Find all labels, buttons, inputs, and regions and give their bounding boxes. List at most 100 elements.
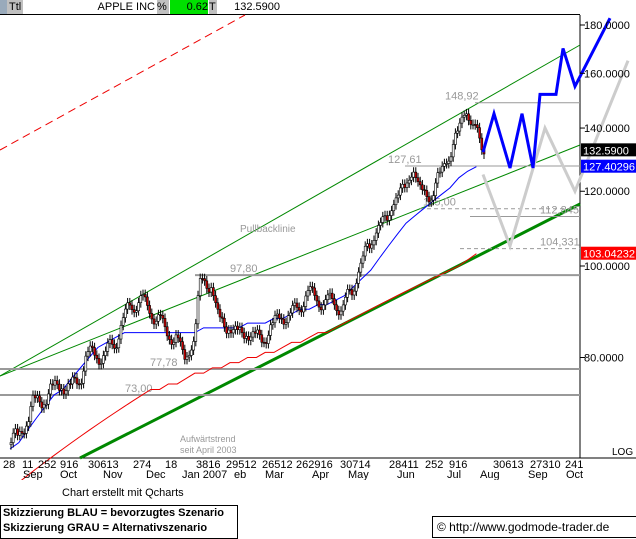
candle — [29, 406, 33, 422]
x-month-label: Mar — [265, 469, 284, 480]
candle — [38, 395, 41, 403]
candle — [150, 313, 154, 320]
candle — [218, 308, 222, 318]
candle — [425, 190, 429, 197]
candle — [284, 322, 288, 325]
candle — [88, 345, 92, 352]
candle — [315, 295, 319, 302]
candle — [106, 342, 110, 352]
candle — [423, 189, 426, 192]
candle — [196, 295, 200, 325]
candle — [440, 165, 444, 173]
candle — [16, 428, 19, 436]
x-day-label: 252 — [425, 459, 443, 471]
candle — [471, 124, 475, 126]
candle — [214, 295, 217, 304]
candle — [275, 313, 279, 316]
candle — [460, 116, 464, 124]
candle — [273, 315, 277, 324]
candle — [361, 255, 365, 264]
candle — [97, 358, 101, 365]
level-label: 77,78 — [150, 357, 178, 369]
candle — [168, 335, 171, 340]
level-label: 127,61 — [388, 154, 422, 166]
candle — [392, 204, 396, 212]
candle — [337, 310, 341, 316]
candle — [317, 300, 321, 308]
x-day-label: 262916 — [296, 459, 333, 471]
x-day-label: 18 — [165, 459, 177, 471]
candle — [207, 288, 211, 293]
candle — [390, 210, 393, 216]
candle — [124, 308, 127, 318]
candle — [113, 343, 116, 349]
x-day-label: 28 — [3, 459, 15, 471]
x-day-label: 27310 — [530, 459, 561, 471]
price-marker — [581, 159, 636, 173]
candle — [53, 380, 57, 386]
candle — [49, 383, 52, 395]
x-month-label: Jul — [447, 469, 461, 480]
candle — [148, 305, 151, 314]
candle — [143, 294, 147, 298]
candle — [359, 262, 363, 273]
price-marker-label: 103.04232 — [583, 249, 635, 261]
candle — [293, 302, 297, 306]
candle — [132, 309, 136, 313]
candle — [368, 243, 371, 249]
candle — [84, 355, 88, 372]
candle — [9, 442, 13, 445]
candle — [223, 317, 226, 328]
candle — [291, 305, 294, 314]
candle — [249, 336, 253, 341]
candle — [348, 289, 352, 291]
x-month-label: Jun — [397, 469, 415, 480]
quote-header: Ttl APPLE INC % 0.62 T 132.5900 — [0, 0, 580, 15]
candle — [344, 297, 347, 306]
candle — [135, 310, 138, 313]
candle — [403, 183, 407, 188]
candle — [372, 240, 376, 246]
x-day-label: 30714 — [340, 459, 371, 471]
candle — [86, 351, 90, 357]
candle — [251, 331, 255, 338]
upper-channel-line — [0, 44, 581, 377]
red-dashed-trendline — [0, 14, 246, 151]
legend-box: Skizzierung BLAU = bevorzugtes Szenario … — [0, 505, 238, 539]
candle — [300, 309, 303, 313]
x-day-label: 28411 — [389, 459, 419, 471]
candle — [247, 335, 250, 341]
copyright-link[interactable]: © http://www.godmode-trader.de — [432, 516, 636, 538]
credit-text: Chart erstellt mit Qcharts — [62, 487, 184, 499]
candle — [311, 286, 314, 289]
candle — [280, 317, 283, 320]
candle — [370, 244, 374, 249]
candle — [388, 215, 391, 221]
level-label: 97,80 — [230, 263, 258, 275]
candle — [91, 345, 94, 348]
candle — [432, 195, 435, 201]
candle — [209, 287, 213, 293]
ma-red — [20, 253, 477, 480]
candle — [258, 329, 261, 336]
candle — [161, 315, 165, 319]
x-day-label: 29512 — [226, 459, 257, 471]
candle — [313, 287, 316, 296]
candle — [458, 122, 462, 132]
candle — [40, 401, 44, 409]
x-month-label: Jan 2007 — [182, 469, 227, 480]
candle — [454, 132, 457, 145]
candle — [326, 294, 330, 300]
y-tick-label: 80.0000 — [584, 352, 624, 364]
candle — [198, 278, 202, 296]
candle — [262, 341, 266, 344]
candle — [282, 318, 286, 325]
candle — [47, 393, 50, 405]
candle — [473, 124, 477, 126]
price-marker-label: 132.5900 — [583, 145, 629, 157]
candle — [449, 156, 453, 162]
x-month-label: Apr — [312, 469, 329, 480]
candle — [172, 341, 176, 345]
candle — [480, 137, 484, 151]
candle — [190, 349, 193, 356]
